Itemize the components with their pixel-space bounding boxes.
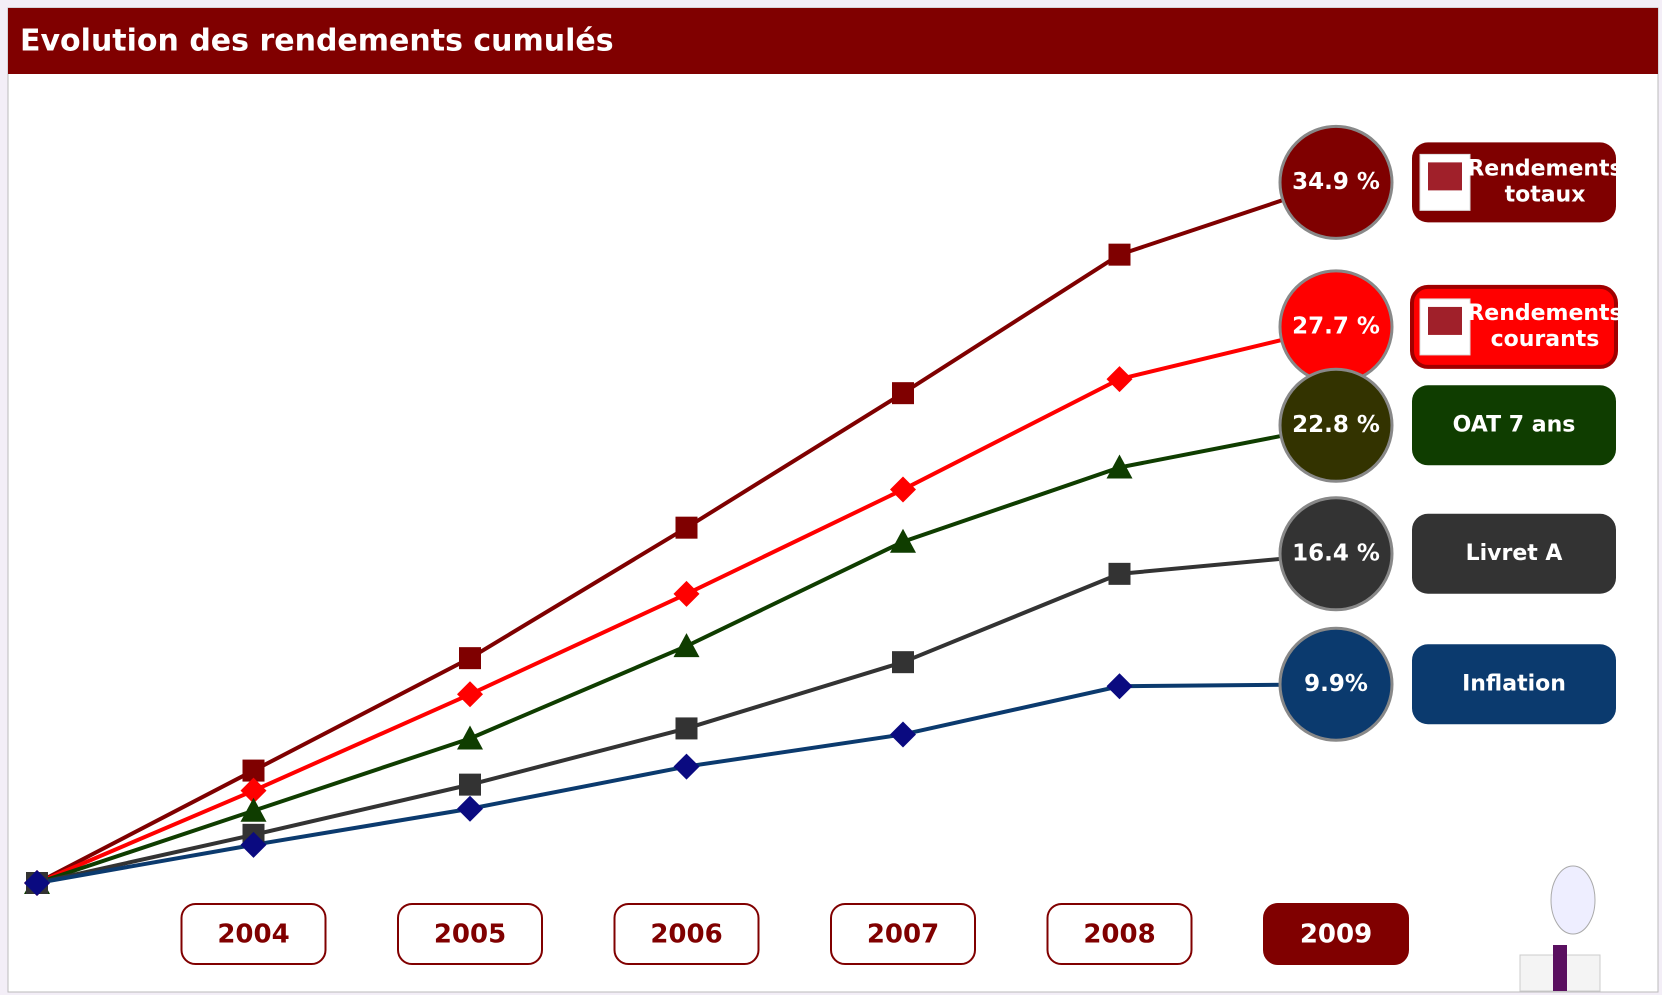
value-label: 27.7 % bbox=[1292, 313, 1380, 339]
chart-title: Evolution des rendements cumulés bbox=[20, 24, 614, 59]
legend-logo-mark bbox=[1428, 307, 1462, 335]
page: Evolution des rendements cumulés 2004 200… bbox=[0, 0, 1662, 995]
ornament bbox=[1551, 866, 1595, 934]
x-tick-label: 2006 bbox=[650, 920, 722, 950]
legend-label: Livret A bbox=[1466, 541, 1563, 566]
x-tick-label: 2007 bbox=[867, 920, 939, 950]
value-label: 22.8 % bbox=[1292, 412, 1380, 438]
x-tick-label: 2005 bbox=[434, 920, 506, 950]
marker bbox=[892, 651, 914, 673]
marker bbox=[459, 647, 481, 669]
marker bbox=[676, 717, 698, 739]
x-tick-label: 2004 bbox=[217, 920, 289, 950]
value-label: 16.4 % bbox=[1292, 540, 1380, 566]
marker bbox=[1109, 244, 1131, 266]
x-tick-label: 2008 bbox=[1083, 920, 1155, 950]
value-label: 9.9% bbox=[1304, 671, 1368, 697]
marker bbox=[892, 382, 914, 404]
ornament-ribbon bbox=[1553, 945, 1567, 991]
legend-label: OAT 7 ans bbox=[1453, 412, 1576, 437]
marker bbox=[1109, 563, 1131, 585]
marker bbox=[459, 774, 481, 796]
marker bbox=[676, 517, 698, 539]
x-tick-label: 2009 bbox=[1300, 920, 1372, 950]
chart: Evolution des rendements cumulés 2004 200… bbox=[0, 0, 1662, 995]
value-label: 34.9 % bbox=[1292, 169, 1380, 195]
legend-label: Inflation bbox=[1462, 671, 1566, 696]
legend-logo-mark bbox=[1428, 162, 1462, 190]
